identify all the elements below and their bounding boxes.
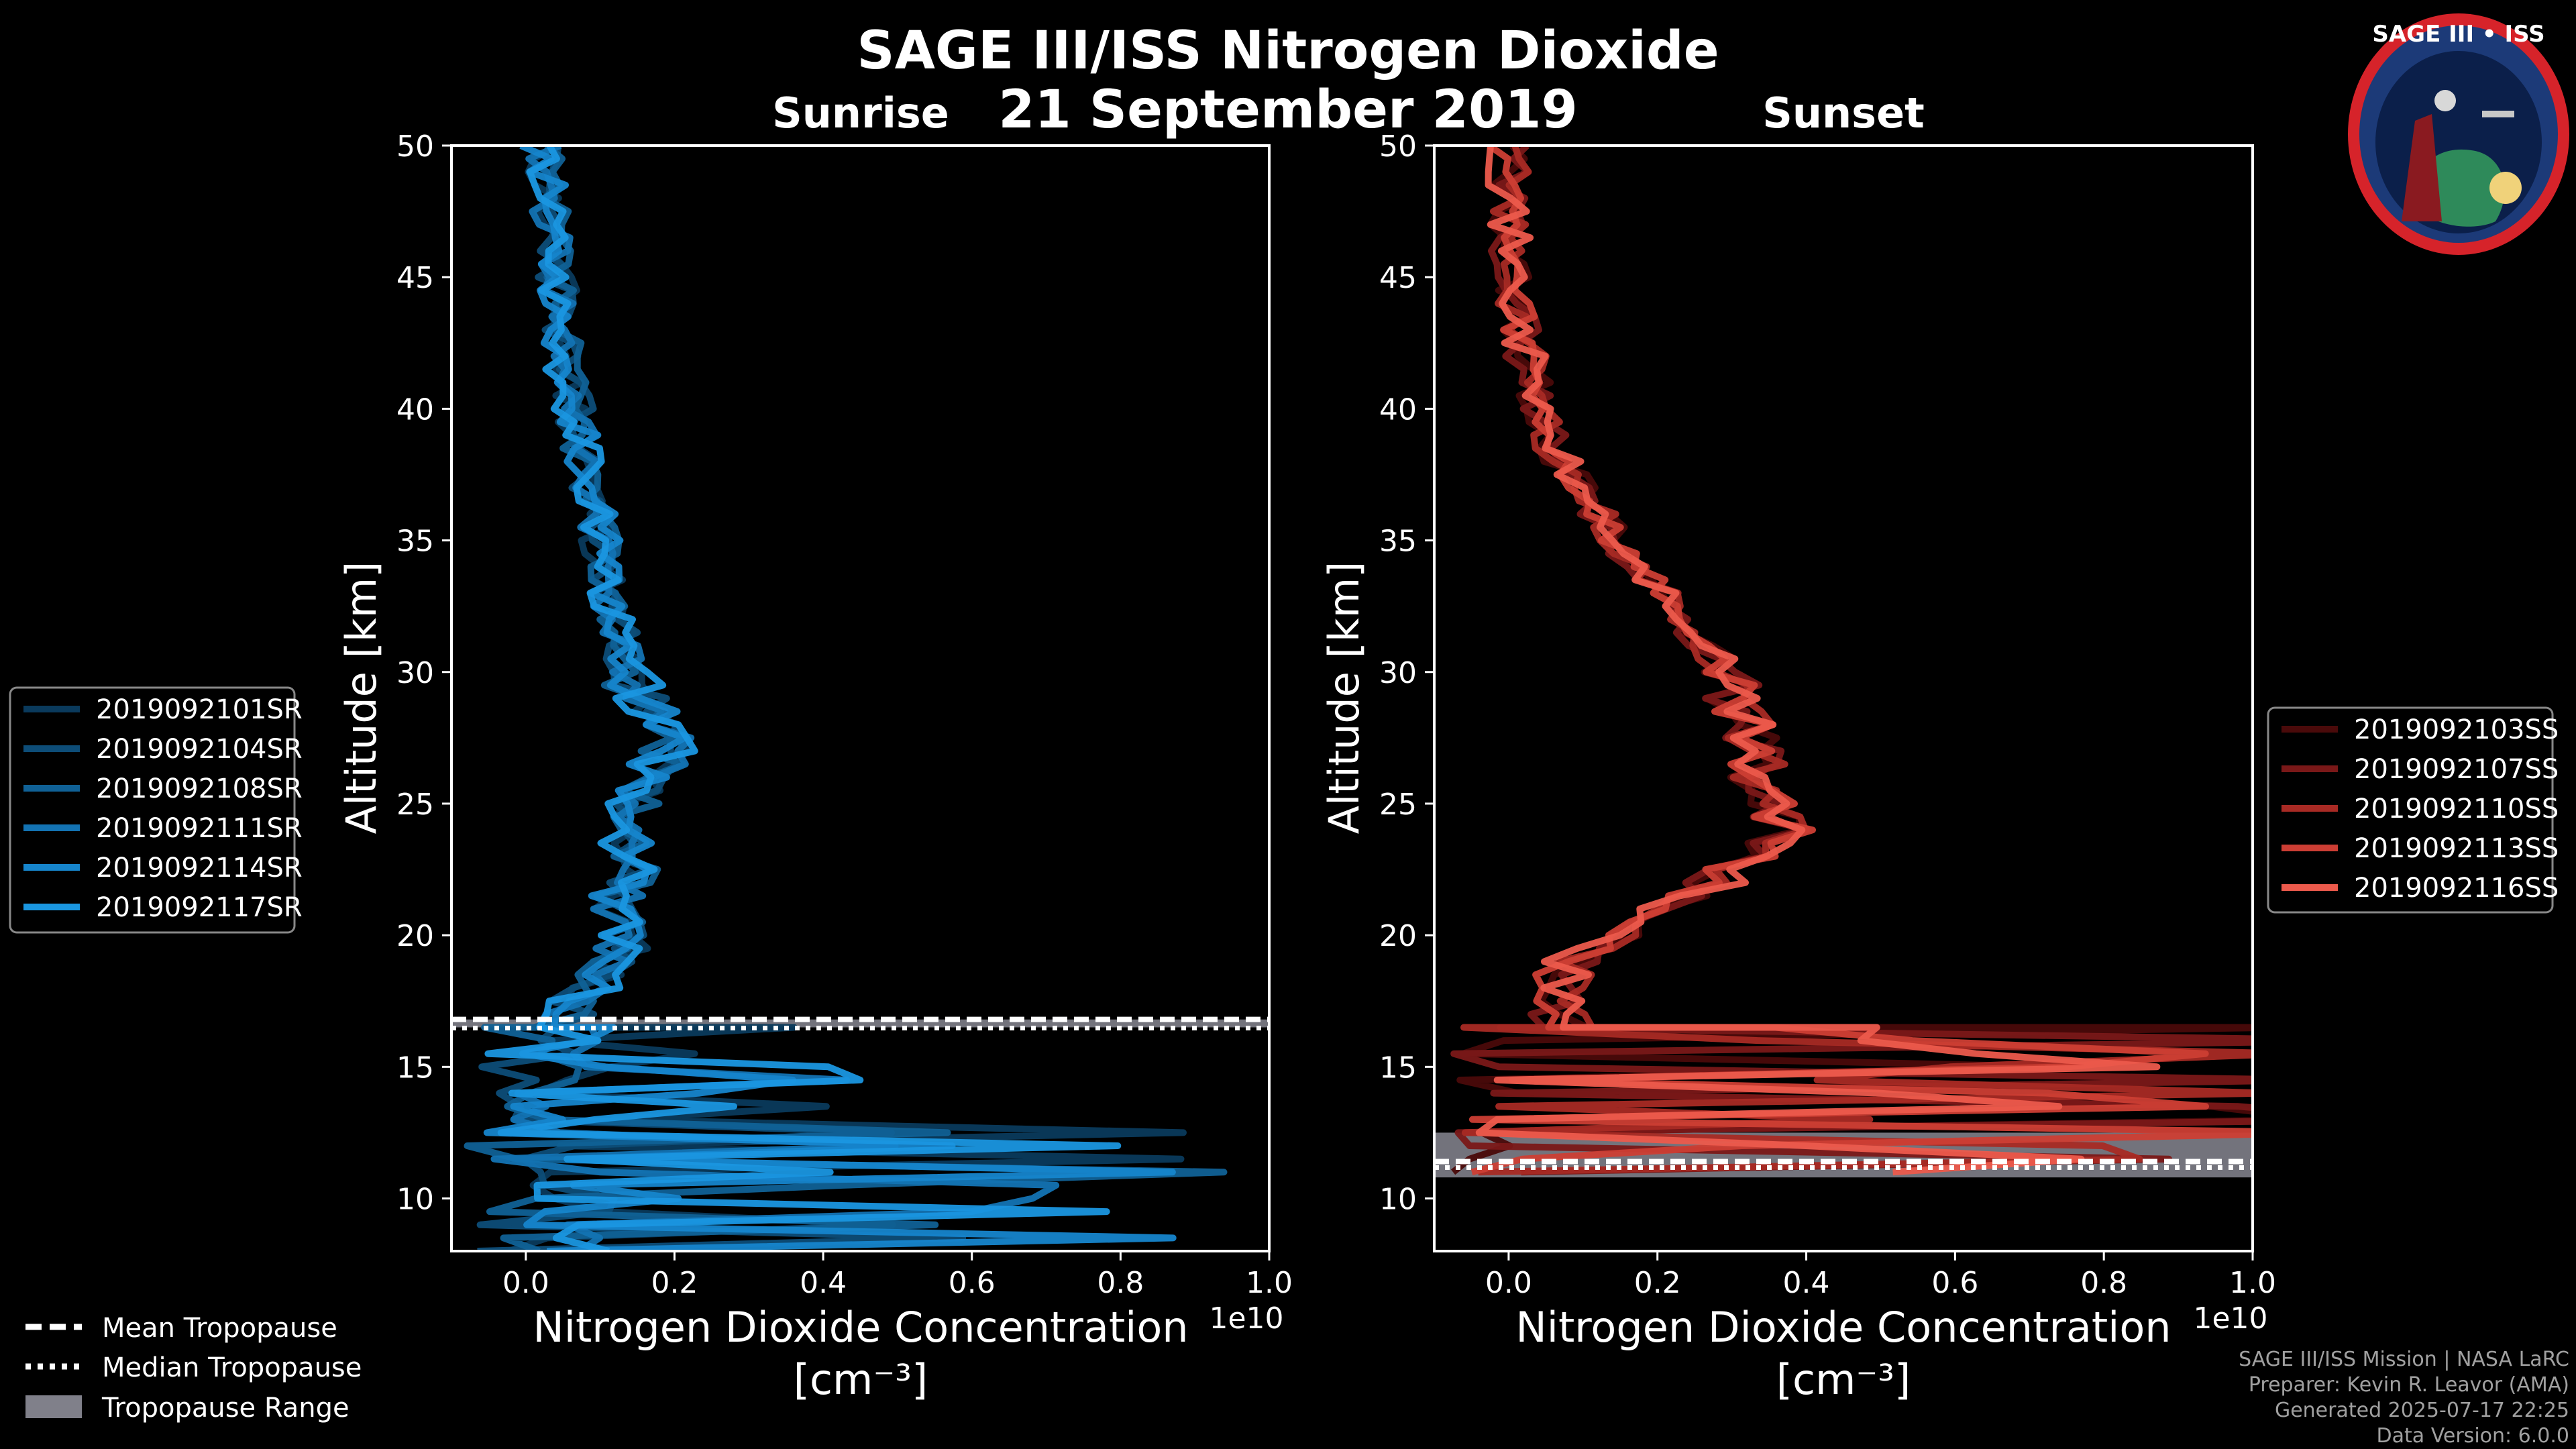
logo-moon-icon — [2434, 90, 2456, 111]
sunrise-y-tick-label: 10 — [396, 1183, 434, 1217]
sunrise-y-tick-label: 40 — [396, 392, 434, 427]
sunset-y-tick-label: 15 — [1379, 1051, 1417, 1085]
sunset-x-tick-label: 0.8 — [2080, 1266, 2127, 1300]
credit-line-version: Data Version: 6.0.0 — [2377, 1424, 2569, 1448]
sage-iii-iss-logo: SAGE III • ISS — [2348, 13, 2569, 255]
sunrise-y-axis-label: Altitude [km] — [337, 561, 386, 835]
sunrise-plot-panel: 0.0 0.2 0.4 0.6 0.8 1.0 10 15 20 25 30 35 40 45 50 — [396, 129, 1293, 1300]
sunrise-x-tick-label: 0.0 — [502, 1266, 549, 1300]
sunrise-y-tick-label: 25 — [396, 788, 434, 822]
sunset-series-line-2019092113SS — [1468, 146, 2253, 1176]
sunset-y-axis-label: Altitude [km] — [1320, 561, 1368, 835]
sunset-x-tick-label: 1.0 — [2229, 1266, 2276, 1300]
sunrise-legend-box — [9, 686, 296, 934]
sunrise-legend-label: 2019092111SR — [96, 813, 303, 844]
sunset-x-tick-label: 0.0 — [1485, 1266, 1532, 1300]
sunset-x-tick-label: 0.2 — [1634, 1266, 1681, 1300]
logo-figure-icon — [2402, 114, 2442, 221]
sunrise-legend-label: 2019092114SR — [96, 853, 303, 883]
sunrise-series-line-2019092108SR — [464, 146, 1228, 1251]
sunset-legend-label: 2019092116SS — [2354, 873, 2559, 904]
sunset-x-scale-label: 1e10 — [2193, 1301, 2267, 1336]
figure-title: SAGE III/ISS Nitrogen Dioxide — [857, 21, 1719, 81]
sunset-y-tick-label: 50 — [1379, 129, 1417, 164]
sunset-plot-area — [1434, 146, 2253, 1178]
sunrise-y-tick-label: 45 — [396, 261, 434, 295]
sunrise-y-tick-label: 20 — [396, 919, 434, 953]
sunset-y-tick-label: 45 — [1379, 261, 1417, 295]
sunrise-x-axis-label: Nitrogen Dioxide Concentration — [533, 1303, 1188, 1352]
sunrise-x-scale-label: 1e10 — [1209, 1301, 1283, 1336]
sunset-series-line-2019092116SS — [1475, 146, 2161, 1176]
logo-text: SAGE III • ISS — [2372, 21, 2544, 48]
sunrise-legend-label: 2019092108SR — [96, 773, 303, 804]
sunset-y-tick-label: 30 — [1379, 656, 1417, 690]
sunset-panel-title: Sunset — [1762, 89, 1925, 138]
sunset-legend-label: 2019092107SS — [2354, 754, 2559, 785]
sunrise-y-tick-label: 30 — [396, 656, 434, 690]
sunrise-series-legend: 2019092101SR 2019092104SR 2019092108SR 2019… — [9, 686, 303, 934]
sunrise-y-tick-label: 15 — [396, 1051, 434, 1085]
tropopause-legend: Mean Tropopause Median Tropopause Tropop… — [25, 1313, 362, 1424]
sunset-y-tick-label: 20 — [1379, 919, 1417, 953]
mean-tropopause-label: Mean Tropopause — [102, 1313, 337, 1344]
credit-line-mission: SAGE III/ISS Mission | NASA LaRC — [2239, 1348, 2569, 1371]
figure-date: 21 September 2019 — [998, 80, 1578, 140]
sunset-series-legend: 2019092103SS 2019092107SS 2019092110SS 2019… — [2267, 706, 2559, 914]
tropopause-range-label: Tropopause Range — [101, 1393, 350, 1424]
sunrise-x-tick-label: 0.6 — [949, 1266, 996, 1300]
logo-sun-icon — [2489, 172, 2522, 204]
sunset-legend-box — [2267, 706, 2554, 914]
sunrise-axes-frame — [450, 144, 1271, 1252]
sunrise-legend-label: 2019092104SR — [96, 734, 303, 765]
sunrise-x-axis-unit: [cm⁻³] — [794, 1355, 928, 1404]
sunset-y-tick-label: 35 — [1379, 525, 1417, 559]
median-tropopause-label: Median Tropopause — [102, 1352, 362, 1383]
sunrise-x-tick-label: 0.2 — [651, 1266, 698, 1300]
sunset-x-axis-unit: [cm⁻³] — [1776, 1355, 1911, 1404]
sunrise-x-tick-label: 0.8 — [1097, 1266, 1144, 1300]
tropopause-range-swatch — [25, 1395, 82, 1418]
sunrise-series-line-2019092117SR — [484, 146, 1122, 1251]
sunrise-panel-title: Sunrise — [772, 89, 949, 138]
sunset-y-tick-label: 25 — [1379, 788, 1417, 822]
sunrise-series-line-2019092101SR — [508, 146, 1187, 1251]
credit-line-preparer: Preparer: Kevin R. Leavor (AMA) — [2249, 1373, 2569, 1397]
sunrise-plot-area — [451, 146, 1269, 1251]
sunrise-series-line-2019092114SR — [483, 146, 1177, 1251]
logo-station-icon — [2482, 111, 2514, 117]
sunrise-tropopause-range-band — [451, 1019, 1269, 1028]
sunrise-y-tick-label: 35 — [396, 525, 434, 559]
credit-line-generated: Generated 2025-07-17 22:25 — [2275, 1399, 2569, 1422]
sunset-plot-panel: 0.0 0.2 0.4 0.6 0.8 1.0 10 15 20 25 30 35 40 45 50 — [1379, 129, 2276, 1300]
credits-block: SAGE III/ISS Mission | NASA LaRC Prepare… — [2239, 1348, 2569, 1448]
sunrise-legend-label: 2019092101SR — [96, 694, 303, 725]
sunrise-x-tick-label: 1.0 — [1246, 1266, 1293, 1300]
sunrise-legend-label: 2019092117SR — [96, 892, 303, 923]
sunset-y-tick-label: 40 — [1379, 392, 1417, 427]
sunset-x-tick-label: 0.4 — [1783, 1266, 1830, 1300]
sunrise-x-tick-label: 0.4 — [800, 1266, 847, 1300]
sunset-legend-label: 2019092110SS — [2354, 794, 2559, 824]
sunset-legend-label: 2019092103SS — [2354, 714, 2559, 745]
sunset-series-line-2019092110SS — [1460, 146, 2253, 1176]
sunset-y-tick-label: 10 — [1379, 1183, 1417, 1217]
sunset-legend-label: 2019092113SS — [2354, 833, 2559, 864]
sunset-axes-frame — [1433, 144, 2254, 1252]
sunset-x-axis-label: Nitrogen Dioxide Concentration — [1515, 1303, 2171, 1352]
sunset-x-tick-label: 0.6 — [1931, 1266, 1978, 1300]
sunrise-y-tick-label: 50 — [396, 129, 434, 164]
